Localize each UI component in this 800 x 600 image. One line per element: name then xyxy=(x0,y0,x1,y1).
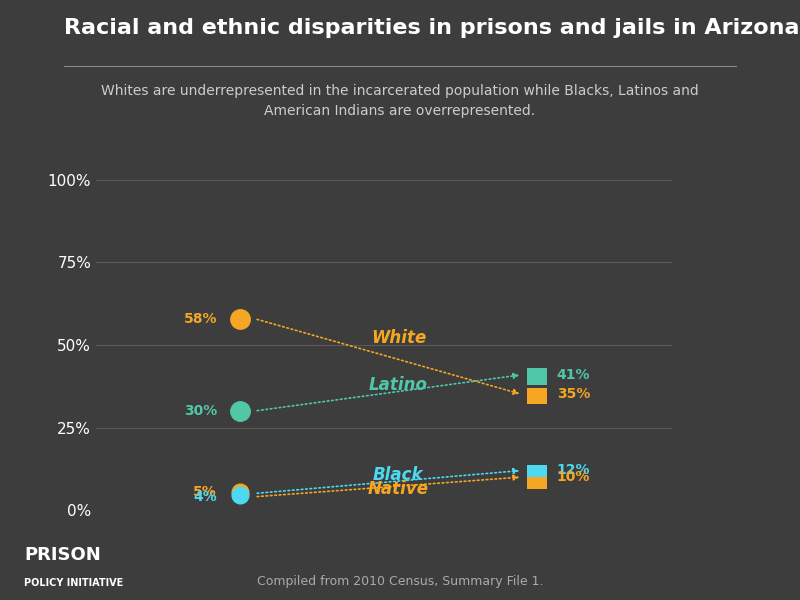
Text: 41%: 41% xyxy=(557,368,590,382)
Text: White: White xyxy=(370,329,426,347)
Text: 12%: 12% xyxy=(557,463,590,478)
Text: Compiled from 2010 Census, Summary File 1.: Compiled from 2010 Census, Summary File … xyxy=(257,575,543,588)
Text: POLICY INITIATIVE: POLICY INITIATIVE xyxy=(24,578,123,588)
Text: 30%: 30% xyxy=(184,404,217,418)
Bar xyxy=(526,388,546,404)
Bar xyxy=(526,368,546,385)
Text: 35%: 35% xyxy=(557,388,590,401)
Text: 5%: 5% xyxy=(194,485,217,499)
Bar xyxy=(526,466,546,477)
Text: Racial and ethnic disparities in prisons and jails in Arizona: Racial and ethnic disparities in prisons… xyxy=(64,18,799,38)
Text: Latino: Latino xyxy=(369,376,428,394)
Text: PRISON: PRISON xyxy=(24,546,101,564)
Text: Native: Native xyxy=(368,479,429,497)
Text: 58%: 58% xyxy=(183,311,217,326)
Text: Black: Black xyxy=(373,466,424,484)
Text: 10%: 10% xyxy=(557,470,590,484)
Text: 4%: 4% xyxy=(194,490,217,504)
Bar xyxy=(526,477,546,488)
Text: Whites are underrepresented in the incarcerated population while Blacks, Latinos: Whites are underrepresented in the incar… xyxy=(101,84,699,118)
